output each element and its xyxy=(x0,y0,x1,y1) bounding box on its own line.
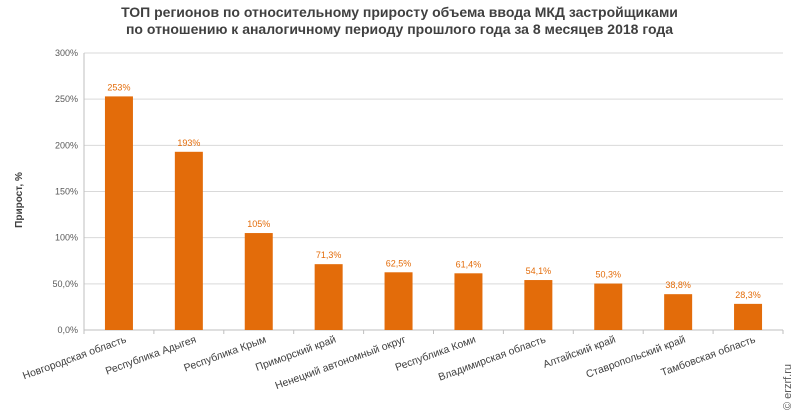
data-label: 28,3% xyxy=(735,290,761,300)
data-label: 253% xyxy=(107,82,130,92)
watermark: © erzrf.ru xyxy=(782,364,794,410)
data-label: 38,8% xyxy=(665,280,691,290)
data-label: 54,1% xyxy=(526,266,552,276)
bar xyxy=(174,151,203,330)
bar xyxy=(734,303,763,330)
category-label: Ненецкий автономный округ xyxy=(274,333,408,392)
chart-title-line-2: по отношению к аналогичному периоду прош… xyxy=(125,21,674,37)
bar xyxy=(244,233,273,330)
data-label: 193% xyxy=(177,138,200,148)
y-tick-label: 0,0% xyxy=(57,325,78,335)
y-tick-label: 200% xyxy=(55,140,78,150)
bar xyxy=(524,280,553,330)
bar xyxy=(104,96,133,330)
chart-title: ТОП регионов по относительному приросту … xyxy=(0,4,799,38)
y-tick-label: 300% xyxy=(55,48,78,58)
bar xyxy=(594,283,623,330)
data-label: 62,5% xyxy=(386,258,412,268)
data-label: 50,3% xyxy=(595,270,621,280)
data-label: 71,3% xyxy=(316,250,342,260)
bar xyxy=(384,272,413,330)
y-tick-label: 150% xyxy=(55,187,78,197)
y-tick-label: 50,0% xyxy=(52,279,78,289)
y-tick-label: 250% xyxy=(55,94,78,104)
bar xyxy=(454,273,483,330)
bar xyxy=(664,294,693,330)
chart-title-line-1: ТОП регионов по относительному приросту … xyxy=(121,4,678,20)
data-label: 61,4% xyxy=(456,259,482,269)
y-tick-label: 100% xyxy=(55,233,78,243)
data-label: 105% xyxy=(247,219,270,229)
bar xyxy=(314,264,343,330)
